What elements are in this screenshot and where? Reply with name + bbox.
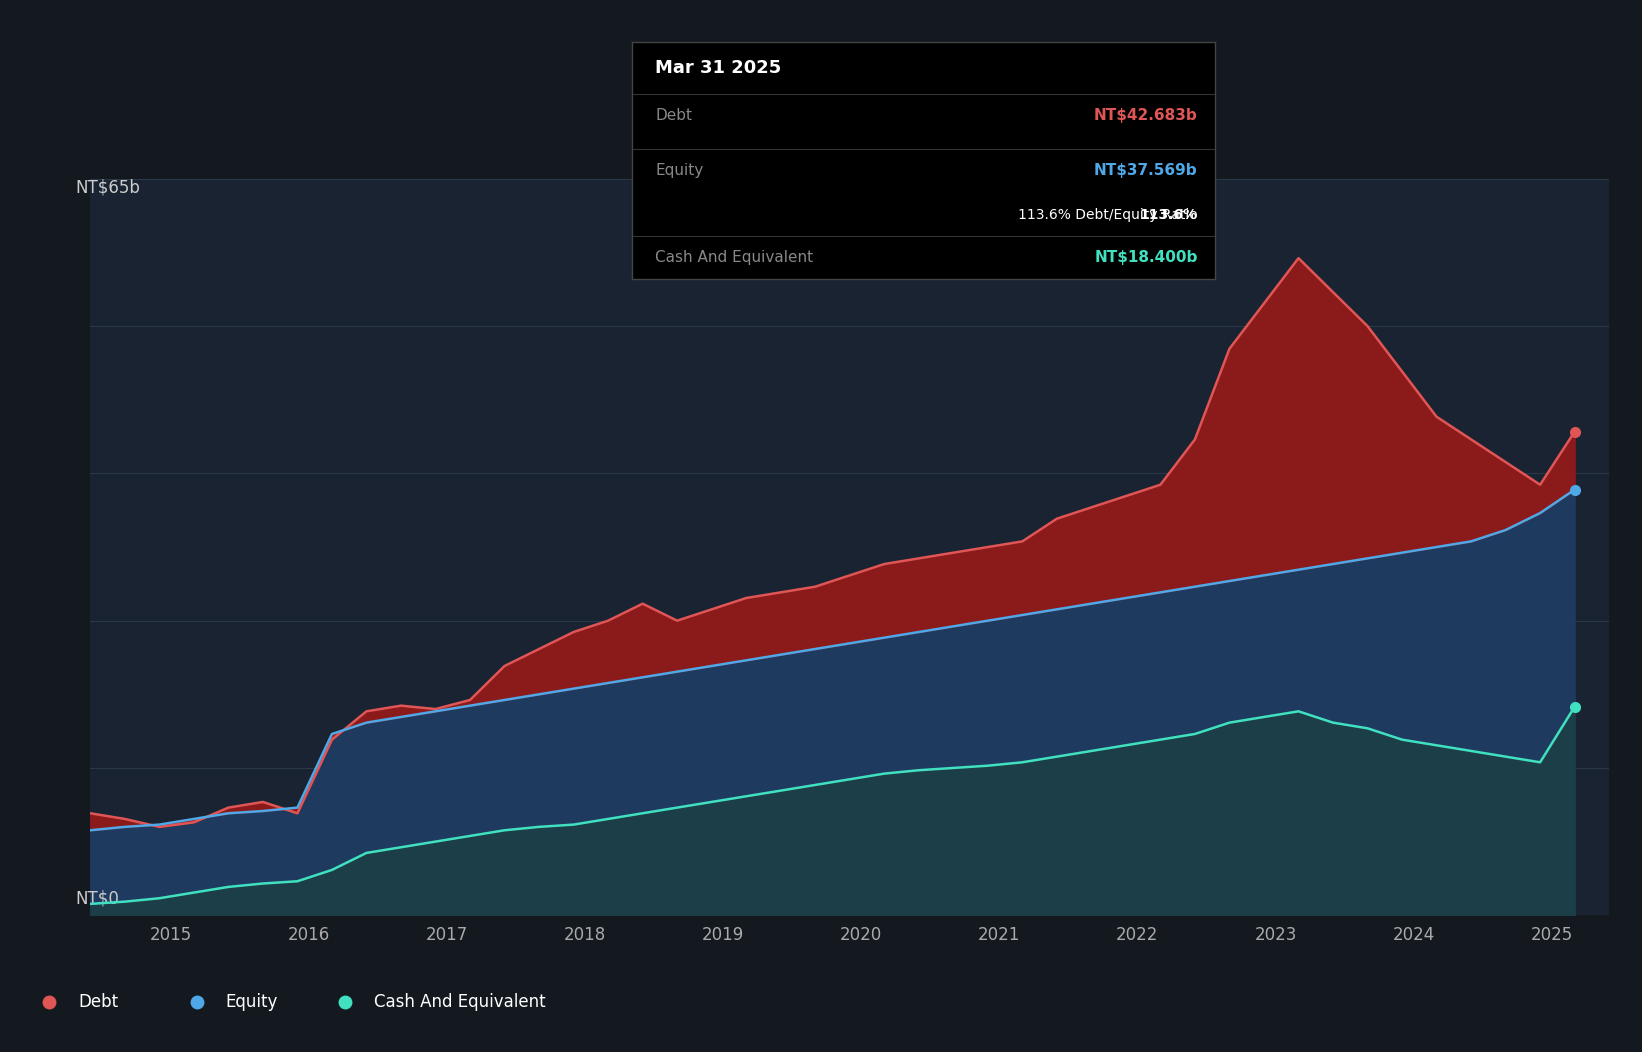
Text: Mar 31 2025: Mar 31 2025 (655, 59, 782, 77)
Text: 113.6% Debt/Equity Ratio: 113.6% Debt/Equity Ratio (1018, 208, 1197, 222)
Text: NT$0: NT$0 (76, 890, 118, 908)
Text: Debt: Debt (79, 993, 118, 1011)
Text: Cash And Equivalent: Cash And Equivalent (655, 250, 814, 265)
Text: Equity: Equity (655, 163, 704, 178)
Text: NT$18.400b: NT$18.400b (1094, 250, 1197, 265)
Text: Equity: Equity (225, 993, 277, 1011)
Text: Cash And Equivalent: Cash And Equivalent (374, 993, 545, 1011)
Text: NT$65b: NT$65b (76, 179, 140, 197)
Text: Debt: Debt (655, 108, 693, 123)
Text: 113.6%: 113.6% (1140, 208, 1197, 222)
Text: NT$42.683b: NT$42.683b (1094, 108, 1197, 123)
Text: NT$37.569b: NT$37.569b (1094, 163, 1197, 178)
